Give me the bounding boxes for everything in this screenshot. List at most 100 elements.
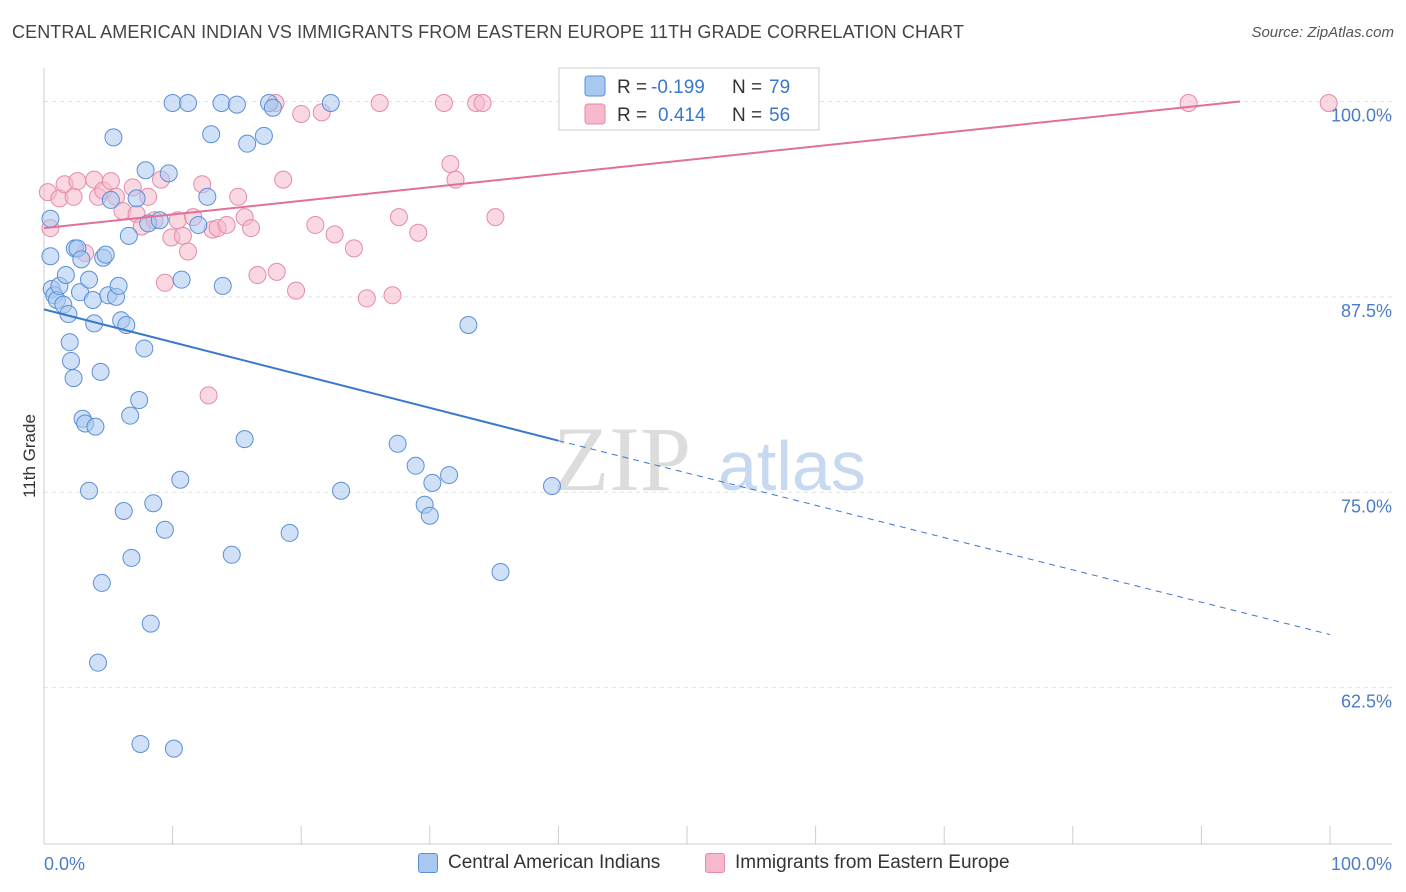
data-point-blue [189, 215, 208, 234]
trend-lines [43, 100, 1331, 636]
data-point-pink [199, 386, 218, 405]
x-tick-label: 100.0% [1331, 854, 1392, 874]
data-point-blue [227, 95, 246, 114]
data-point-blue [135, 339, 154, 358]
series-central-american-indians [41, 94, 561, 758]
data-point-pink [64, 187, 83, 206]
data-point-blue [41, 247, 60, 266]
data-point-blue [423, 473, 442, 492]
data-point-blue [171, 470, 190, 489]
legend-r-value-1: -0.199 [651, 77, 705, 98]
data-point-blue [238, 134, 257, 153]
data-point-pink [409, 223, 428, 242]
data-point-blue [80, 270, 99, 289]
data-point-blue [263, 98, 282, 117]
data-point-blue [164, 739, 183, 758]
y-tick-label: 87.5% [1341, 301, 1392, 321]
data-point-blue [202, 125, 221, 144]
legend-label-central-american-indians: Central American Indians [448, 852, 661, 873]
watermark-atlas: atlas [718, 427, 866, 505]
data-point-blue [96, 245, 115, 264]
data-point-blue [159, 164, 178, 183]
legend-swatch-blue [418, 853, 438, 873]
data-point-pink [486, 208, 505, 227]
data-point-blue [542, 477, 561, 496]
data-point-blue [388, 434, 407, 453]
data-point-pink [1179, 94, 1198, 113]
data-point-blue [119, 226, 138, 245]
legend-label-immigrants-eastern-europe: Immigrants from Eastern Europe [735, 852, 1010, 873]
data-point-blue [101, 190, 120, 209]
data-point-blue [280, 523, 299, 542]
data-point-pink [101, 172, 120, 191]
data-point-blue [130, 391, 149, 410]
data-point-blue [86, 417, 105, 436]
data-point-blue [122, 548, 141, 567]
data-point-blue [92, 573, 111, 592]
data-point-blue [89, 653, 108, 672]
data-point-pink [179, 242, 198, 261]
data-point-blue [60, 333, 79, 352]
data-point-pink [229, 187, 248, 206]
data-point-blue [332, 481, 351, 500]
data-point-pink [434, 94, 453, 113]
chart-title: CENTRAL AMERICAN INDIAN VS IMMIGRANTS FR… [12, 22, 965, 42]
data-point-blue [213, 276, 232, 295]
data-point-blue [83, 290, 102, 309]
watermark-zip: ZIP [553, 408, 691, 510]
data-point-pink [325, 225, 344, 244]
legend-n-label-2: N = [732, 105, 762, 126]
data-point-pink [248, 265, 267, 284]
x-tick-labels: 0.0% 100.0% [44, 854, 1392, 874]
data-point-blue [222, 545, 241, 564]
y-tick-label: 62.5% [1341, 692, 1392, 712]
legend-item-central-american-indians: Central American Indians [418, 852, 660, 874]
stats-legend: R = -0.199 N = 79 R = 0.414 N = 56 [558, 67, 820, 131]
bottom-legend: Central American Indians Immigrants from… [0, 852, 1406, 880]
data-point-pink [441, 154, 460, 173]
data-point-pink [267, 262, 286, 281]
data-point-blue [321, 94, 340, 113]
legend-n-value-1: 79 [769, 77, 790, 98]
data-point-pink [68, 172, 87, 191]
axes [43, 68, 1392, 845]
stats-legend-swatch-pink [584, 103, 606, 125]
data-point-pink [306, 215, 325, 234]
data-point-blue [136, 161, 155, 180]
data-point-blue [72, 250, 91, 269]
legend-r-label-2: R = [617, 105, 647, 126]
data-point-blue [212, 94, 231, 113]
data-point-blue [91, 362, 110, 381]
data-point-blue [235, 430, 254, 449]
data-point-blue [62, 351, 81, 370]
data-point-blue [131, 734, 150, 753]
x-tick-label: 0.0% [44, 854, 85, 874]
data-point-blue [64, 369, 83, 388]
data-point-blue [172, 270, 191, 289]
data-point-pink [217, 215, 236, 234]
data-point-blue [440, 466, 459, 485]
data-point-blue [114, 502, 133, 521]
data-point-blue [109, 276, 128, 295]
watermark: ZIP atlas [553, 408, 866, 510]
legend-r-value-2: 0.414 [658, 105, 706, 126]
y-tick-label: 75.0% [1341, 496, 1392, 516]
y-tick-label: 100.0% [1331, 105, 1392, 125]
data-point-blue [406, 456, 425, 475]
data-point-pink [473, 94, 492, 113]
data-point-blue [491, 562, 510, 581]
data-point-blue [121, 406, 140, 425]
data-point-blue [141, 614, 160, 633]
data-point-blue [127, 189, 146, 208]
y-axis-label: 11th Grade [20, 414, 39, 498]
data-point-pink [292, 104, 311, 123]
data-point-pink [357, 289, 376, 308]
data-point-blue [163, 94, 182, 113]
stats-legend-swatch-blue [584, 75, 606, 97]
legend-n-value-2: 56 [769, 105, 790, 126]
data-point-pink [173, 226, 192, 245]
data-point-pink [242, 219, 261, 238]
source-credit: Source: ZipAtlas.com [1251, 24, 1394, 41]
data-point-blue [56, 265, 75, 284]
